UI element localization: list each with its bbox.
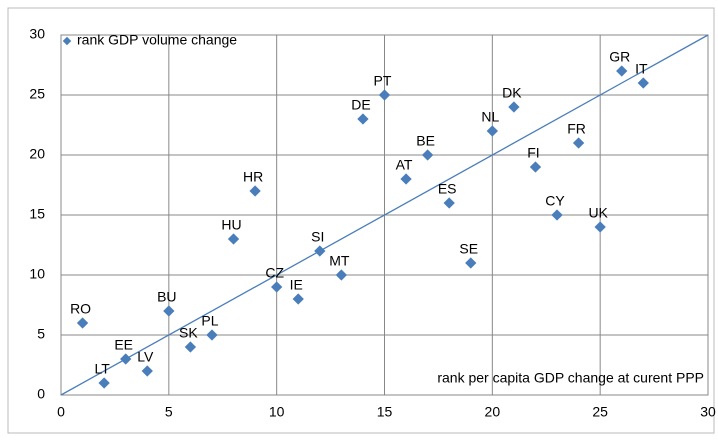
y-tick-label: 10 bbox=[29, 266, 45, 282]
point-label: DE bbox=[351, 97, 370, 113]
x-tick-label: 5 bbox=[165, 404, 173, 420]
point bbox=[163, 305, 175, 317]
y-tick-label: 30 bbox=[29, 26, 45, 42]
point-label: HR bbox=[243, 169, 263, 185]
point bbox=[551, 209, 563, 221]
point-label: IT bbox=[635, 61, 648, 77]
point-label: ES bbox=[438, 181, 457, 197]
x-tick-label: 20 bbox=[485, 404, 501, 420]
point bbox=[335, 269, 348, 281]
point bbox=[443, 197, 455, 209]
point bbox=[206, 329, 218, 341]
y-tick-label: 25 bbox=[29, 86, 45, 102]
point-label: UK bbox=[588, 205, 608, 221]
y-tick-label: 15 bbox=[29, 206, 45, 222]
point-label: DK bbox=[502, 85, 522, 101]
point-label: CY bbox=[545, 193, 565, 209]
point-label: SI bbox=[311, 229, 324, 245]
point bbox=[292, 293, 304, 305]
y-tick-label: 20 bbox=[29, 146, 45, 162]
point-label: MT bbox=[329, 253, 350, 269]
x-tick-label: 0 bbox=[57, 404, 65, 420]
point-label: GR bbox=[609, 49, 630, 65]
x-tick-label: 25 bbox=[592, 404, 608, 420]
point-label: IE bbox=[290, 277, 303, 293]
point bbox=[594, 221, 606, 233]
point bbox=[465, 257, 477, 269]
point bbox=[314, 245, 326, 257]
x-tick-label: 15 bbox=[377, 404, 393, 420]
point bbox=[249, 185, 261, 197]
point bbox=[400, 173, 412, 185]
plot-area bbox=[60, 34, 709, 396]
point-label: SE bbox=[459, 241, 478, 257]
point bbox=[227, 233, 240, 245]
point-label: FR bbox=[567, 121, 586, 137]
point bbox=[421, 149, 434, 161]
point-label: AT bbox=[396, 157, 413, 173]
point-label: PT bbox=[374, 73, 392, 89]
point-label: SK bbox=[179, 325, 198, 341]
point bbox=[271, 281, 283, 293]
point-label: EE bbox=[114, 337, 133, 353]
point-label: RO bbox=[70, 301, 91, 317]
point bbox=[184, 341, 197, 353]
point-label: FI bbox=[527, 145, 539, 161]
x-tick-label: 10 bbox=[269, 404, 285, 420]
y-tick-label: 5 bbox=[37, 326, 45, 342]
point-label: NL bbox=[481, 109, 499, 125]
point-label: LV bbox=[137, 349, 154, 365]
x-tick-label: 30 bbox=[700, 404, 716, 420]
point bbox=[141, 365, 153, 377]
point-label: BU bbox=[157, 289, 176, 305]
point-label: CZ bbox=[265, 265, 284, 281]
point-label: HU bbox=[221, 217, 241, 233]
point bbox=[572, 137, 585, 149]
point bbox=[529, 161, 542, 173]
legend-marker bbox=[62, 36, 72, 46]
point-label: BE bbox=[416, 133, 435, 149]
trendline bbox=[60, 34, 709, 396]
point-label: PL bbox=[201, 313, 218, 329]
legend-label: rank GDP volume change bbox=[77, 32, 237, 48]
y-tick-label: 0 bbox=[37, 386, 45, 402]
point-label: LT bbox=[94, 361, 110, 377]
x-axis-title: rank per capita GDP change at curent PPP bbox=[437, 370, 704, 386]
